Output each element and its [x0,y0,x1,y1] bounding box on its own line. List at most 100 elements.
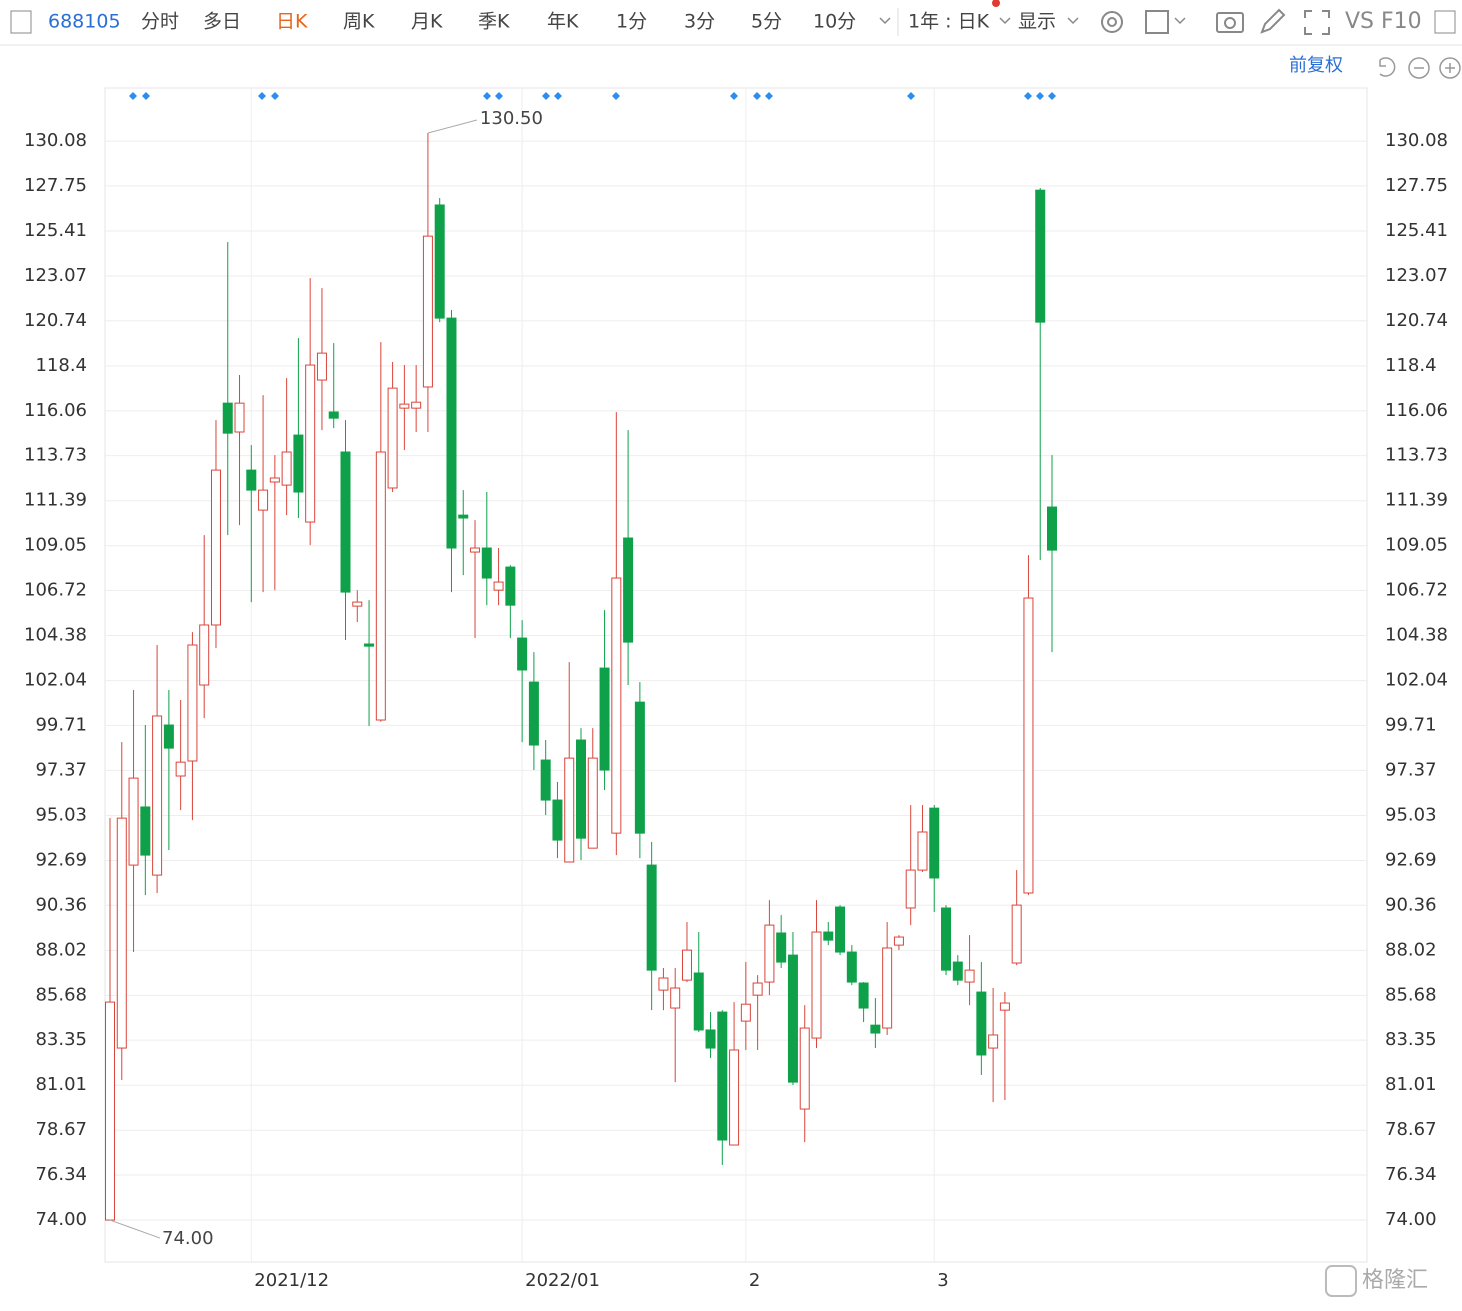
grid: 74.00 74.00 76.34 76.34 78.67 78.67 81.01 81.01… [24,88,1448,1291]
candle-body [634,701,645,834]
candle-body [611,577,622,834]
candle-body [787,954,798,1083]
y2-tick-label: 97.37 [1385,759,1437,780]
tab[interactable]: 3分 [684,11,715,33]
y-tick-label: 106.72 [24,580,87,601]
y2-tick-label: 102.04 [1385,670,1448,691]
tab[interactable]: 5分 [751,11,782,33]
zoom-in-icon[interactable] [1439,57,1461,79]
candle-body [481,547,492,579]
plot-frame [104,87,1368,1263]
candle-body [670,987,681,1009]
x-tick-label: 2022/01 [525,1270,600,1291]
candle-body [893,936,904,946]
candle-body [364,643,375,647]
candle-body [964,969,975,983]
frame-icon[interactable] [1145,10,1169,34]
y2-tick-label: 81.01 [1385,1074,1437,1095]
more-icon[interactable] [879,17,891,25]
y2-tick-label: 111.39 [1385,490,1448,511]
candle-body [952,961,963,981]
tab[interactable]: 月K [411,11,443,33]
tab[interactable]: 分时 [141,11,179,33]
camera-icon[interactable] [1216,12,1244,33]
y-tick-label: 74.00 [35,1209,87,1230]
frame-arrow [1174,17,1186,25]
y2-tick-label: 116.06 [1385,400,1448,421]
reset-icon[interactable] [1379,57,1396,77]
stock-code[interactable]: 688105 [48,11,121,33]
y-tick-label: 109.05 [24,535,87,556]
candle-body [717,1011,728,1141]
sidebar-icon[interactable] [10,10,32,34]
tab[interactable]: 季K [478,11,510,33]
panel-icon[interactable] [1434,10,1456,34]
candle-body [929,807,940,879]
f10-button[interactable]: F10 [1381,9,1422,34]
candle-body [599,667,610,771]
x-tick-label: 2021/12 [254,1270,329,1291]
candle-body [1047,506,1057,551]
candle-body [399,403,410,409]
candle-body [999,1002,1010,1011]
candle-body [576,739,586,839]
y2-tick-label: 106.72 [1385,580,1448,601]
x-tick-label: 2 [749,1270,760,1291]
candle-body [1023,597,1034,894]
y-tick-label: 116.06 [24,400,87,421]
min-leader [109,1219,161,1239]
fullscreen-icon[interactable] [1304,10,1330,35]
tabs: 分时 多日 日K 周K 月K 季K 年K 1分 3分 5分 10分 [141,11,856,33]
event-marker [129,92,1056,100]
y2-tick-label: 109.05 [1385,535,1448,556]
vs-button[interactable]: VS [1345,9,1374,34]
y-tick-label: 92.69 [35,849,87,870]
y2-tick-label: 83.35 [1385,1029,1437,1050]
y-tick-label: 104.38 [24,625,87,646]
y-tick-label: 102.04 [24,670,87,691]
y-tick-label: 85.68 [35,984,87,1005]
candle-body [941,907,952,971]
candle-body [846,951,857,983]
candle-body [564,757,575,863]
y-tick-label: 88.02 [35,939,87,960]
tab[interactable]: 日K [276,11,308,33]
candle-body [305,364,316,523]
candle-body [446,317,457,549]
tab[interactable]: 1分 [616,11,647,33]
period-select[interactable]: 1年 : 日K [908,11,990,33]
candle-body [293,434,304,493]
y-tick-label: 113.73 [24,445,87,466]
tab[interactable]: 年K [547,11,579,33]
y2-tick-label: 95.03 [1385,804,1437,825]
candle-body [623,537,634,643]
candle-body [681,949,692,981]
tab[interactable]: 多日 [203,11,241,33]
max-label: 130.50 [480,108,543,129]
y2-tick-label: 78.67 [1385,1119,1437,1140]
draw-icon[interactable] [1260,8,1286,34]
candle-body [705,1029,716,1049]
candle-body [328,411,339,419]
tab[interactable]: 周K [343,11,375,33]
y-tick-label: 125.41 [24,220,87,241]
settings-icon-core [1107,17,1117,27]
candle-body [340,451,351,593]
candle-body [434,204,445,319]
candle-body [811,931,822,1039]
candle-body [693,972,704,1031]
settings-icon[interactable] [1101,11,1123,33]
y-tick-label: 127.75 [24,175,87,196]
tab[interactable]: 10分 [813,11,856,33]
candle-body [552,799,563,841]
y-tick-label: 97.37 [35,759,87,780]
candle-body [752,982,763,996]
candle-body [740,1003,751,1022]
display-select[interactable]: 显示 [1018,11,1056,33]
candle-body [411,401,422,409]
zoom-out-icon[interactable] [1408,57,1430,79]
y-tick-label: 120.74 [24,310,87,331]
adjust-select[interactable]: 前复权 [1289,55,1343,76]
